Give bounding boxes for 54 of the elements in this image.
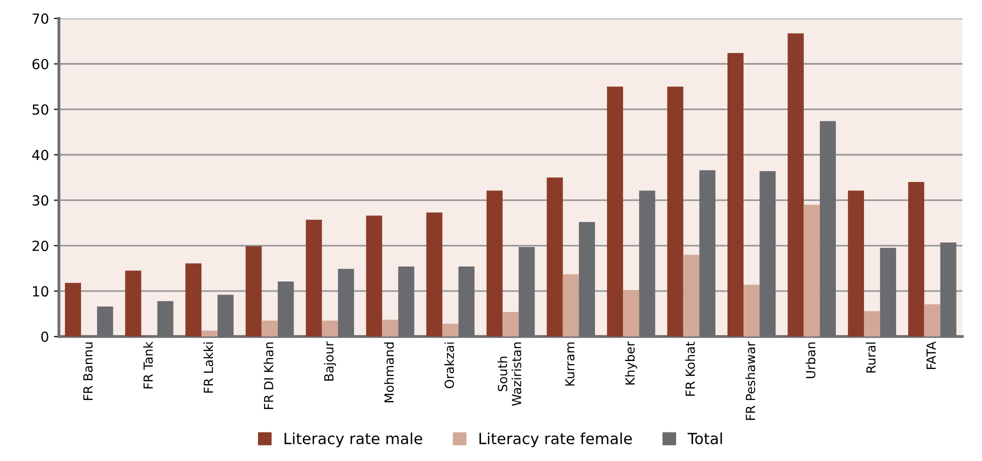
bar bbox=[322, 320, 338, 337]
x-tick-label: FR Peshawar bbox=[746, 341, 756, 420]
bar bbox=[486, 190, 503, 337]
x-tick-label: FR Bannu bbox=[83, 342, 93, 400]
bar bbox=[864, 311, 880, 337]
y-tick-label: 30 bbox=[32, 195, 48, 206]
bar bbox=[607, 86, 624, 337]
x-tick-label: FR Kohat bbox=[685, 342, 695, 396]
legend-label: Total bbox=[688, 432, 722, 444]
bar bbox=[442, 324, 458, 337]
x-tick-label: FR DI Khan bbox=[264, 342, 274, 409]
x-tick-label: Rural bbox=[866, 342, 876, 372]
y-tick-label: 0 bbox=[41, 332, 48, 342]
bar bbox=[908, 182, 924, 337]
legend-label: Literacy rate female bbox=[479, 432, 632, 448]
bar bbox=[623, 290, 640, 337]
bar bbox=[125, 270, 142, 337]
x-tick-label: FATA bbox=[926, 341, 936, 370]
y-tick-label: 70 bbox=[32, 13, 48, 24]
bar bbox=[201, 330, 218, 337]
legend-label: Literacy rate male bbox=[284, 432, 422, 448]
x-tick-label: Urban bbox=[806, 342, 816, 378]
bar bbox=[502, 312, 519, 337]
y-tick-label: 20 bbox=[32, 240, 48, 252]
bar bbox=[262, 320, 278, 337]
bar bbox=[64, 282, 82, 337]
x-tick-label: South Waziristan bbox=[498, 342, 522, 406]
y-tick-label: 10 bbox=[33, 286, 48, 297]
bar bbox=[426, 212, 442, 337]
x-tick-label: Bajour bbox=[324, 341, 336, 381]
bar bbox=[848, 190, 864, 337]
y-tick-label: 40 bbox=[32, 150, 48, 160]
bar bbox=[727, 52, 744, 337]
bar bbox=[246, 246, 262, 337]
bar bbox=[924, 304, 940, 337]
x-tick-label: FR Tank bbox=[143, 341, 153, 388]
bar bbox=[562, 274, 579, 337]
bar bbox=[306, 220, 322, 337]
bar bbox=[667, 86, 684, 337]
y-tick-label: 50 bbox=[32, 104, 48, 115]
bar bbox=[382, 320, 398, 337]
bar bbox=[744, 284, 760, 337]
x-tick-label: FR Lakki bbox=[203, 342, 214, 393]
bar bbox=[804, 204, 820, 337]
bar bbox=[683, 254, 700, 337]
bar bbox=[185, 263, 202, 337]
bar bbox=[788, 33, 804, 337]
x-tick-label: Orakzai bbox=[444, 342, 454, 388]
bar bbox=[366, 216, 382, 337]
y-tick-label: 60 bbox=[32, 58, 48, 70]
x-tick-label: Mohmand bbox=[384, 342, 394, 402]
x-tick-label: Kurram bbox=[565, 342, 574, 386]
bar bbox=[546, 177, 563, 337]
x-tick-label: Khyber bbox=[625, 341, 638, 384]
